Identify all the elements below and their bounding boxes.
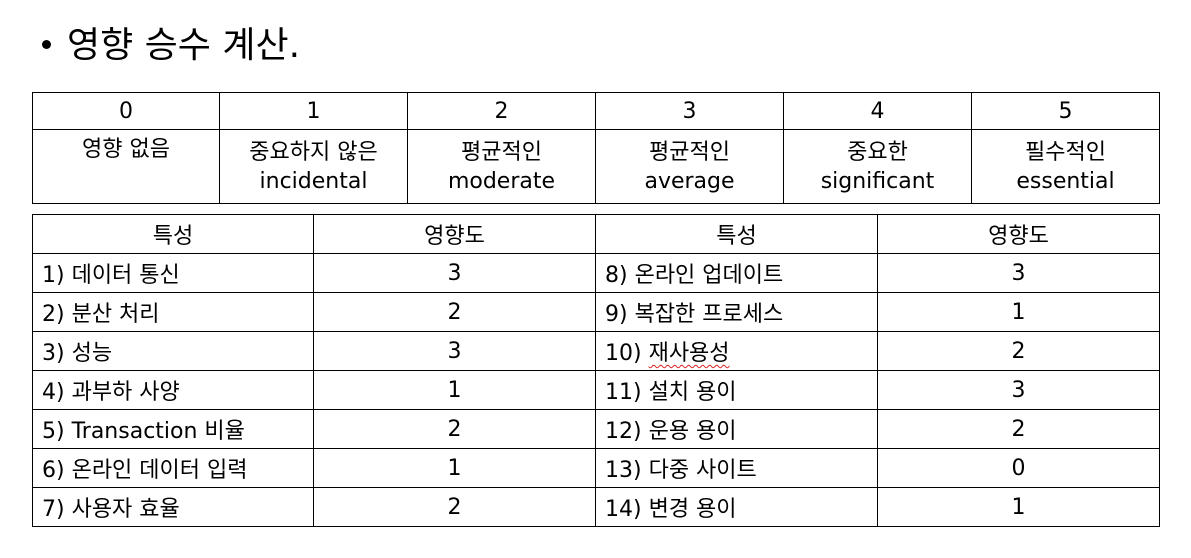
scale-label-cell: 평균적인 average [595,129,784,204]
factor-number: 11) [605,380,649,405]
factor-label: 온라인 업데이트 [634,263,784,288]
scale-level-cell: 5 [971,92,1160,130]
factor-name: 6) 온라인 데이터 입력 [32,448,314,488]
factor-name: 7) 사용자 효율 [32,487,314,527]
factor-number: 10) [605,341,649,366]
factor-name: 13) 다중 사이트 [595,448,878,488]
factor-name: 8) 온라인 업데이트 [595,253,878,293]
scale-level-cell: 1 [219,92,408,130]
scale-label-english: essential [1016,168,1115,194]
scale-label-cell: 영향 없음 [32,129,220,204]
factor-value: 2 [877,331,1160,371]
header-impact: 영향도 [313,214,596,254]
scale-label-cell: 필수적인 essential [971,129,1160,204]
scale-label-cell: 중요하지 않은 incidental [219,129,408,204]
factor-value: 3 [877,370,1160,410]
scale-label-cell: 평균적인 moderate [407,129,596,204]
scale-label-korean: 평균적인 [461,139,542,165]
factor-name: 12) 운용 용이 [595,409,878,449]
factor-name: 2) 분산 처리 [32,292,314,332]
factor-number: 8) [605,263,635,288]
scale-level-cell: 4 [783,92,972,130]
scale-label-korean: 영향 없음 [82,137,170,162]
table-row: 1) 데이터 통신 3 8) 온라인 업데이트 3 [32,253,1160,293]
factor-value: 1 [877,292,1160,332]
factor-label: 다중 사이트 [648,458,757,483]
page-title: 영향 승수 계산. [42,14,300,70]
header-characteristic: 특성 [32,214,314,254]
factor-number: 12) [605,419,649,444]
scale-label-cell: 중요한 significant [783,129,972,204]
factor-name: 10) 재사용성 [595,331,878,371]
table-row: 7) 사용자 효율 2 14) 변경 용이 1 [32,487,1160,527]
factor-value: 2 [313,409,596,449]
header-characteristic: 특성 [595,214,878,254]
factor-number: 14) [605,497,649,522]
scale-level-cell: 0 [32,92,220,130]
factor-label: 운용 용이 [648,419,737,444]
factor-name: 5) Transaction 비율 [32,409,314,449]
factor-value: 2 [313,292,596,332]
factor-value: 1 [313,448,596,488]
factor-name: 4) 과부하 사양 [32,370,314,410]
factor-name: 11) 설치 용이 [595,370,878,410]
table-row: 3) 성능 3 10) 재사용성 2 [32,331,1160,371]
scale-label-korean: 중요한 [847,139,908,165]
header-impact: 영향도 [877,214,1160,254]
factor-value: 3 [313,331,596,371]
scale-label-korean: 필수적인 [1025,139,1106,165]
scale-label-korean: 평균적인 [649,139,730,165]
scale-label-english: incidental [259,168,368,194]
impact-scale-table: 0 1 2 3 4 5 영향 없음 중요하지 않은 incidental 평균적… [32,92,1160,204]
factor-name: 9) 복잡한 프로세스 [595,292,878,332]
table-row: 5) Transaction 비율 2 12) 운용 용이 2 [32,409,1160,449]
scale-label-row: 영향 없음 중요하지 않은 incidental 평균적인 moderate 평… [32,129,1160,204]
bullet-icon [42,39,51,49]
factor-table: 특성 영향도 특성 영향도 1) 데이터 통신 3 8) 온라인 업데이트 3 … [32,214,1160,527]
scale-label-english: significant [820,168,935,194]
factor-name: 14) 변경 용이 [595,487,878,527]
factor-value: 2 [313,487,596,527]
table-row: 2) 분산 처리 2 9) 복잡한 프로세스 1 [32,292,1160,332]
factor-value: 3 [877,253,1160,293]
scale-label-english: moderate [447,168,556,194]
factor-value: 1 [877,487,1160,527]
factor-value: 0 [877,448,1160,488]
factor-label: 설치 용이 [648,380,737,405]
scale-level-row: 0 1 2 3 4 5 [32,92,1160,130]
factor-value: 2 [877,409,1160,449]
factor-value: 1 [313,370,596,410]
factor-label-spellcheck: 재사용성 [648,341,730,366]
scale-label-korean: 중요하지 않은 [249,139,378,165]
factor-label: 변경 용이 [648,497,737,522]
factor-name: 1) 데이터 통신 [32,253,314,293]
table-row: 4) 과부하 사양 1 11) 설치 용이 3 [32,370,1160,410]
scale-level-cell: 3 [595,92,784,130]
factor-number: 13) [605,458,649,483]
scale-level-cell: 2 [407,92,596,130]
factor-value: 3 [313,253,596,293]
page-title-text: 영향 승수 계산. [67,25,301,66]
factor-label: 복잡한 프로세스 [634,302,784,327]
factor-name: 3) 성능 [32,331,314,371]
factor-header-row: 특성 영향도 특성 영향도 [32,214,1160,254]
table-row: 6) 온라인 데이터 입력 1 13) 다중 사이트 0 [32,448,1160,488]
factor-number: 9) [605,302,635,327]
scale-label-english: average [644,168,735,194]
